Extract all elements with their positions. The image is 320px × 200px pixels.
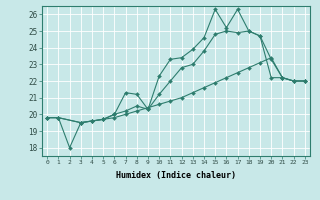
X-axis label: Humidex (Indice chaleur): Humidex (Indice chaleur) [116,171,236,180]
